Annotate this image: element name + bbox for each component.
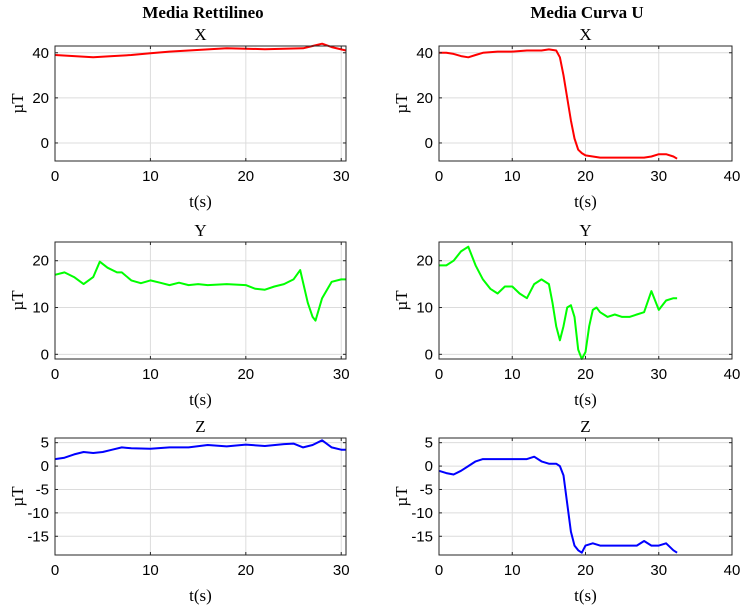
- series-line: [439, 48, 678, 160]
- x-tick-label: 0: [435, 366, 443, 383]
- series-line: [54, 42, 347, 59]
- series-line: [54, 260, 346, 322]
- series-line: [54, 439, 346, 461]
- plot-area: [55, 438, 346, 555]
- x-tick-label: 10: [142, 168, 159, 185]
- x-tick-label: 20: [577, 562, 594, 579]
- x-tick-label: 10: [142, 366, 159, 383]
- y-tick-label: -5: [36, 481, 49, 498]
- y-axis-label: µT: [8, 93, 27, 114]
- y-axis-label: µT: [392, 93, 411, 114]
- y-tick-label: 0: [425, 458, 433, 475]
- x-tick-label: 30: [333, 562, 350, 579]
- y-axis-label: µT: [8, 290, 27, 311]
- y-tick-label: -10: [411, 505, 433, 522]
- y-axis-label: µT: [392, 290, 411, 311]
- x-axis-label: t(s): [574, 192, 597, 211]
- x-tick-label: 20: [237, 366, 254, 383]
- x-tick-label: 20: [577, 168, 594, 185]
- x-tick-label: 20: [577, 366, 594, 383]
- y-axis-label: µT: [8, 486, 27, 507]
- x-tick-label: 10: [504, 168, 521, 185]
- axes-title: X: [579, 25, 591, 44]
- y-tick-label: 0: [425, 135, 433, 152]
- y-tick-label: 10: [32, 300, 49, 317]
- axes-title: Y: [579, 221, 591, 240]
- axes-title: X: [194, 25, 206, 44]
- x-tick-label: 30: [650, 562, 667, 579]
- y-tick-label: 5: [425, 435, 433, 452]
- y-tick-label: 0: [41, 346, 49, 363]
- y-tick-label: -10: [27, 505, 49, 522]
- y-tick-label: 5: [41, 435, 49, 452]
- x-tick-label: 40: [724, 366, 741, 383]
- y-axis-label: µT: [392, 486, 411, 507]
- x-tick-label: 0: [51, 168, 59, 185]
- x-tick-label: 30: [333, 366, 350, 383]
- x-axis-label: t(s): [574, 586, 597, 605]
- axes-title: Y: [194, 221, 206, 240]
- y-tick-label: -15: [27, 528, 49, 545]
- x-tick-label: 0: [51, 562, 59, 579]
- x-tick-label: 0: [51, 366, 59, 383]
- x-tick-label: 40: [724, 168, 741, 185]
- axes-frame: [54, 437, 347, 556]
- y-tick-label: 20: [416, 90, 433, 107]
- plot-area: [55, 46, 346, 161]
- chart-panel-2: 0 10 20 30 40 0 20 40 Xt(s) µT: [392, 25, 740, 211]
- y-tick-label: 0: [41, 135, 49, 152]
- x-axis-label: t(s): [574, 390, 597, 409]
- x-axis-label: t(s): [189, 586, 212, 605]
- y-tick-label: 20: [32, 253, 49, 270]
- x-axis-label: t(s): [189, 390, 212, 409]
- chart-panel-1: 0 10 20 30 0 20 40 Xt(s) µT: [8, 25, 350, 211]
- x-tick-label: 20: [237, 562, 254, 579]
- x-tick-label: 0: [435, 168, 443, 185]
- axes-title: Z: [195, 417, 205, 436]
- y-tick-label: -15: [411, 528, 433, 545]
- x-tick-label: 30: [333, 168, 350, 185]
- y-tick-label: 40: [416, 45, 433, 62]
- series-line: [438, 455, 678, 554]
- y-tick-label: 20: [416, 253, 433, 270]
- axes-frame: [54, 45, 347, 162]
- x-tick-label: 0: [435, 562, 443, 579]
- x-tick-label: 30: [650, 366, 667, 383]
- x-tick-label: 20: [237, 168, 254, 185]
- column-title-right: Media Curva U: [530, 3, 643, 22]
- axes-title: Z: [580, 417, 590, 436]
- column-title-left: Media Rettilineo: [142, 3, 263, 22]
- x-tick-label: 40: [724, 562, 741, 579]
- y-tick-label: 40: [32, 45, 49, 62]
- series-line: [439, 245, 678, 360]
- y-tick-label: 0: [41, 458, 49, 475]
- y-tick-label: -5: [420, 481, 433, 498]
- chart-panel-3: 0 10 20 30 0 10 20 Yt(s) µT: [8, 221, 350, 409]
- axes-frame: [54, 241, 347, 360]
- plot-area: [55, 242, 346, 359]
- x-tick-label: 30: [650, 168, 667, 185]
- y-tick-label: 20: [32, 90, 49, 107]
- x-axis-label: t(s): [189, 192, 212, 211]
- y-tick-label: 0: [425, 346, 433, 363]
- x-tick-label: 10: [504, 562, 521, 579]
- y-tick-label: 10: [416, 300, 433, 317]
- chart-panel-4: 0 10 20 30 40 0 10 20 Yt(s) µT: [392, 221, 740, 409]
- x-tick-label: 10: [142, 562, 159, 579]
- x-tick-label: 10: [504, 366, 521, 383]
- chart-panel-5: 0 10 20 30 5 0 -5 -10 -15 Zt(s) µT: [8, 417, 350, 605]
